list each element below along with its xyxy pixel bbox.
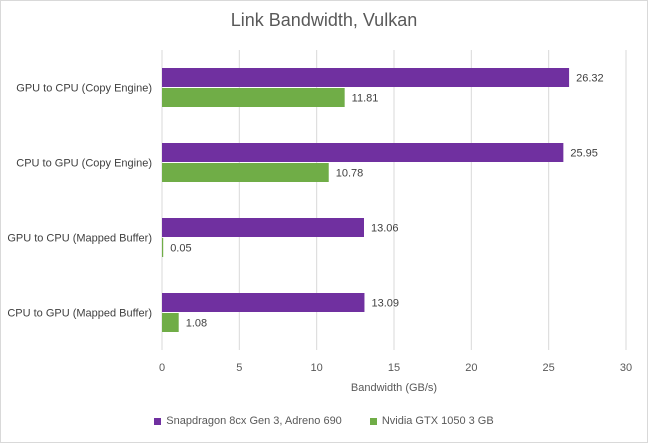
bar [162, 68, 570, 87]
bar [162, 218, 364, 237]
x-tick-label: 0 [159, 362, 165, 374]
data-label: 13.06 [371, 223, 399, 235]
category-label: CPU to GPU (Copy Engine) [16, 158, 152, 170]
bar [162, 238, 164, 257]
data-label: 25.95 [570, 148, 598, 160]
data-label: 13.09 [371, 298, 399, 310]
bar [162, 313, 179, 332]
legend-item-nvidia: Nvidia GTX 1050 3 GB [369, 415, 494, 427]
x-tick-label: 10 [311, 362, 323, 374]
category-labels: GPU to CPU (Copy Engine) CPU to GPU (Copy… [7, 83, 152, 320]
data-label: 0.05 [170, 243, 191, 255]
data-label: 11.81 [352, 93, 379, 105]
legend-item-snapdragon: Snapdragon 8cx Gen 3, Adreno 690 [154, 415, 342, 427]
x-axis-title: Bandwidth (GB/s) [351, 382, 437, 394]
legend: Snapdragon 8cx Gen 3, Adreno 690 Nvidia … [0, 415, 648, 427]
chart-title: Link Bandwidth, Vulkan [230, 10, 418, 30]
legend-label-nvidia: Nvidia GTX 1050 3 GB [381, 415, 494, 427]
bar [162, 293, 365, 312]
legend-label-snapdragon: Snapdragon 8cx Gen 3, Adreno 690 [166, 415, 342, 427]
legend-swatch-snapdragon [154, 417, 162, 425]
data-label: 1.08 [186, 318, 207, 330]
bar [162, 163, 329, 182]
category-label: CPU to GPU (Mapped Buffer) [7, 308, 152, 320]
x-tick-label: 25 [543, 362, 555, 374]
data-label: 26.32 [576, 73, 604, 85]
x-tick-label: 30 [620, 362, 632, 374]
x-tick-label: 20 [465, 362, 477, 374]
x-tick-labels: 0 5 10 15 20 25 30 [159, 362, 632, 374]
data-label: 10.78 [336, 168, 364, 180]
x-tick-label: 5 [236, 362, 242, 374]
legend-swatch-nvidia [369, 417, 377, 425]
x-tick-label: 15 [388, 362, 400, 374]
category-label: GPU to CPU (Mapped Buffer) [7, 233, 152, 245]
bar [162, 143, 564, 162]
bar [162, 88, 345, 107]
bars: 26.32 11.81 25.95 10.78 13.06 0.05 13.09 1.08 [162, 68, 604, 332]
category-label: GPU to CPU (Copy Engine) [16, 83, 152, 95]
